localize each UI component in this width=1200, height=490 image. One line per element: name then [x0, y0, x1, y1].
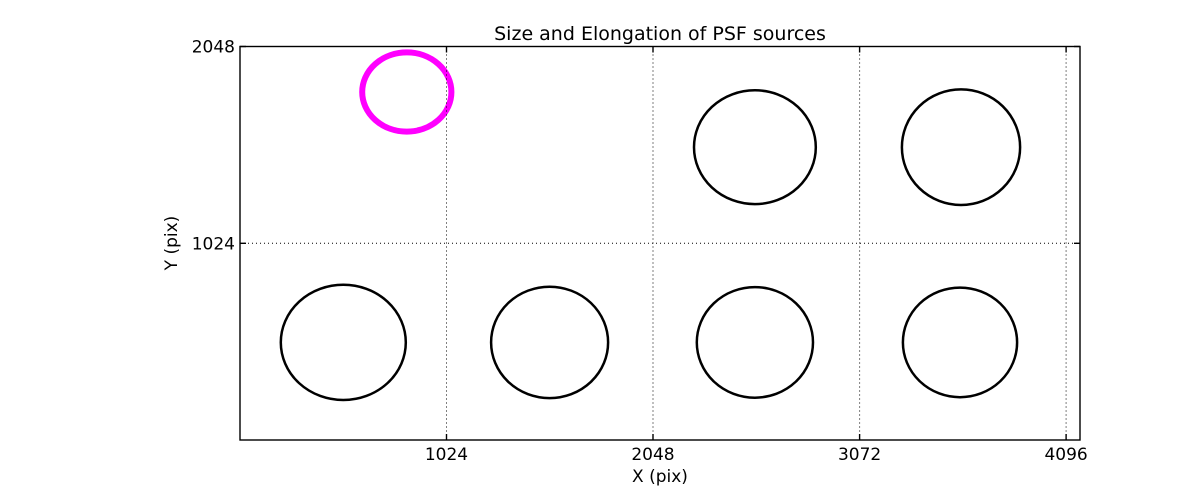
x-tick-label: 3072: [838, 445, 881, 465]
y-axis-label: Y (pix): [162, 216, 182, 272]
psf-source-ellipse: [279, 283, 408, 402]
y-tick-label: 1024: [192, 234, 235, 254]
psf-source-ellipse: [692, 89, 818, 206]
gridlines-layer: [240, 46, 1080, 440]
y-tick-label: 2048: [192, 38, 235, 58]
x-tick-labels: 1024 2048 3072 4096: [425, 445, 1088, 465]
x-tick-label: 1024: [425, 445, 468, 465]
chart-title: Size and Elongation of PSF sources: [494, 23, 826, 45]
ellipse-markers-layer: [279, 49, 1022, 402]
y-tick-labels: 1024 2048: [192, 38, 235, 255]
psf-source-ellipse: [900, 88, 1022, 207]
psf-source-ellipse: [489, 285, 610, 400]
psf-source-ellipse: [901, 286, 1019, 399]
x-axis-label: X (pix): [632, 467, 688, 487]
x-tick-label: 2048: [631, 445, 674, 465]
x-tick-label: 4096: [1044, 445, 1087, 465]
psf-source-highlight-ellipse: [359, 49, 455, 135]
psf-source-ellipse: [695, 285, 815, 399]
axis-ticks-layer: [240, 45, 1080, 440]
